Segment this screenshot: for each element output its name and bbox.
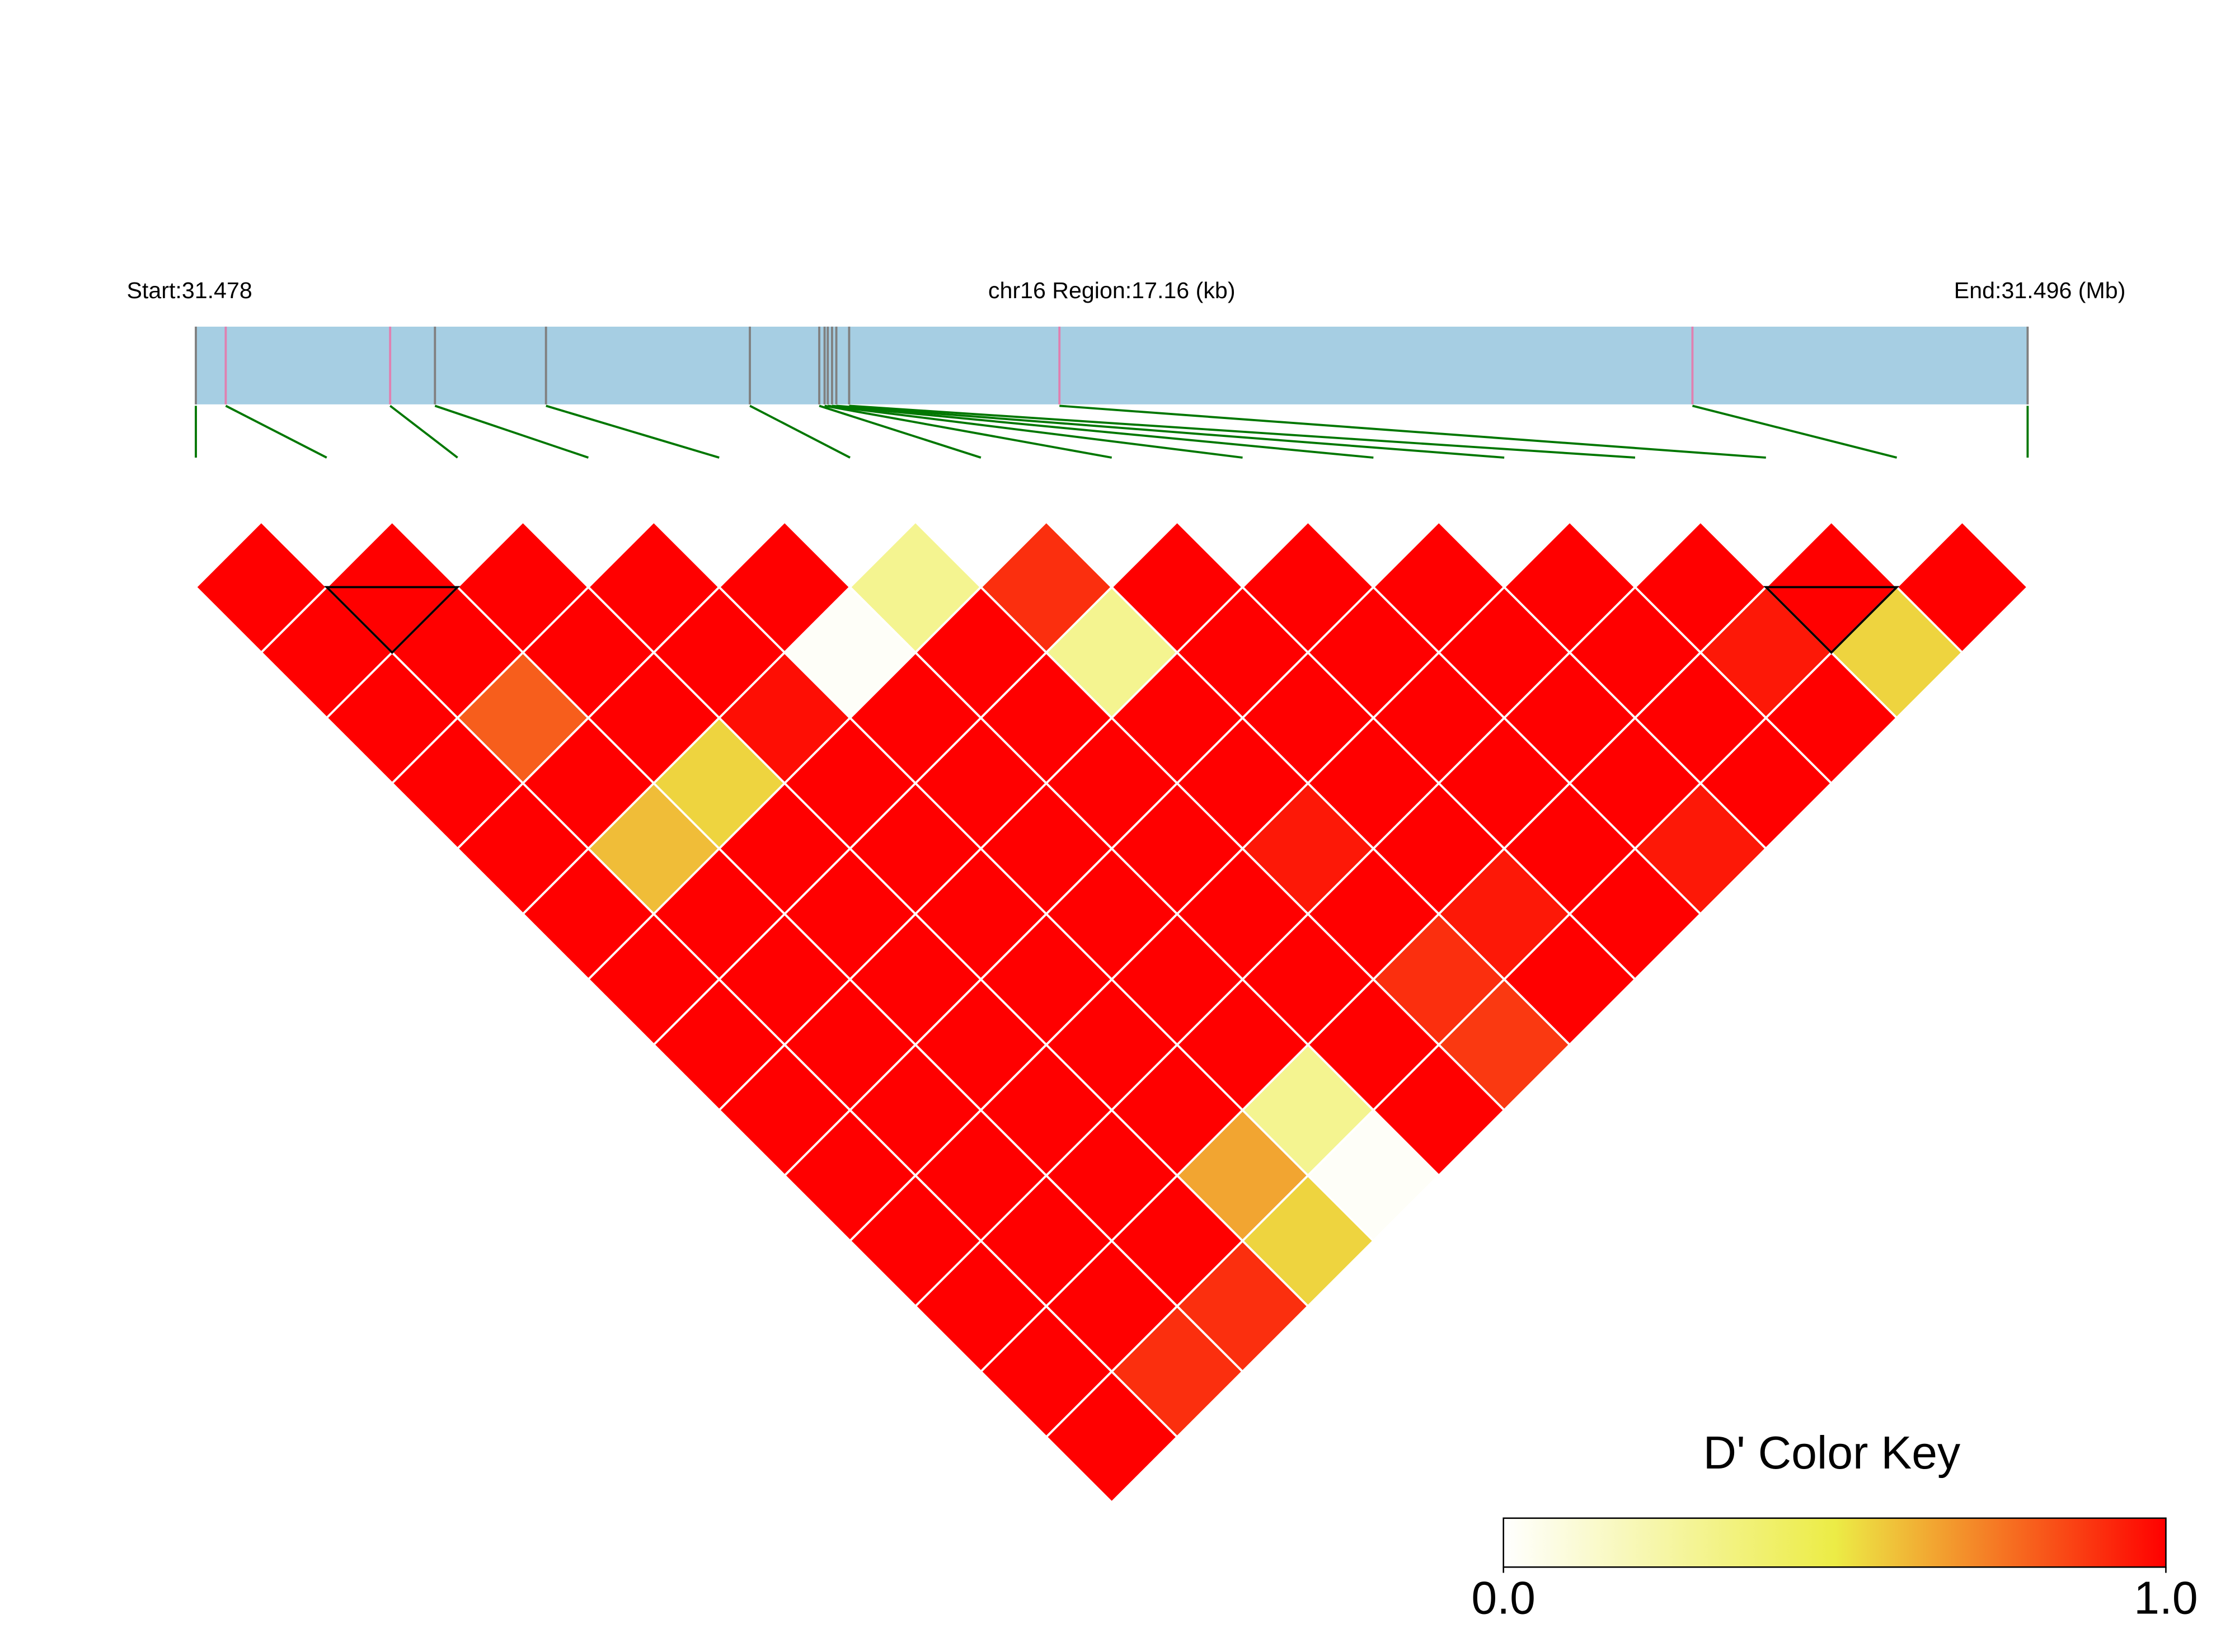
snp-connector bbox=[546, 404, 720, 459]
end-label: End:31.496 (Mb) bbox=[1954, 277, 2126, 303]
snp-connector bbox=[849, 404, 1636, 459]
snp-connector bbox=[824, 404, 1112, 459]
snp-connector bbox=[749, 404, 851, 459]
key-tick-label: 1.0 bbox=[2134, 1573, 2198, 1624]
ld-block bbox=[1763, 586, 1900, 655]
snp-connector bbox=[1059, 404, 1766, 459]
key-tick-label: 0.0 bbox=[1471, 1573, 1535, 1624]
snp-connector bbox=[828, 404, 1243, 459]
key-title: D' Color Key bbox=[1703, 1427, 1961, 1479]
ld-cell bbox=[1895, 520, 2030, 655]
region-label: chr16 Region:17.16 (kb) bbox=[988, 277, 1236, 303]
snp-connector bbox=[389, 404, 458, 459]
snp-connector bbox=[225, 404, 327, 459]
color-key bbox=[1502, 1517, 2167, 1568]
snp-connector bbox=[434, 404, 589, 459]
snp-connector bbox=[832, 404, 1374, 459]
start-label: Start:31.478 bbox=[126, 277, 252, 303]
snp-connector bbox=[1692, 404, 1898, 459]
region-bar bbox=[195, 326, 2028, 404]
snp-connector bbox=[819, 404, 982, 459]
snp-connector bbox=[836, 404, 1505, 459]
ld-block bbox=[324, 586, 461, 655]
